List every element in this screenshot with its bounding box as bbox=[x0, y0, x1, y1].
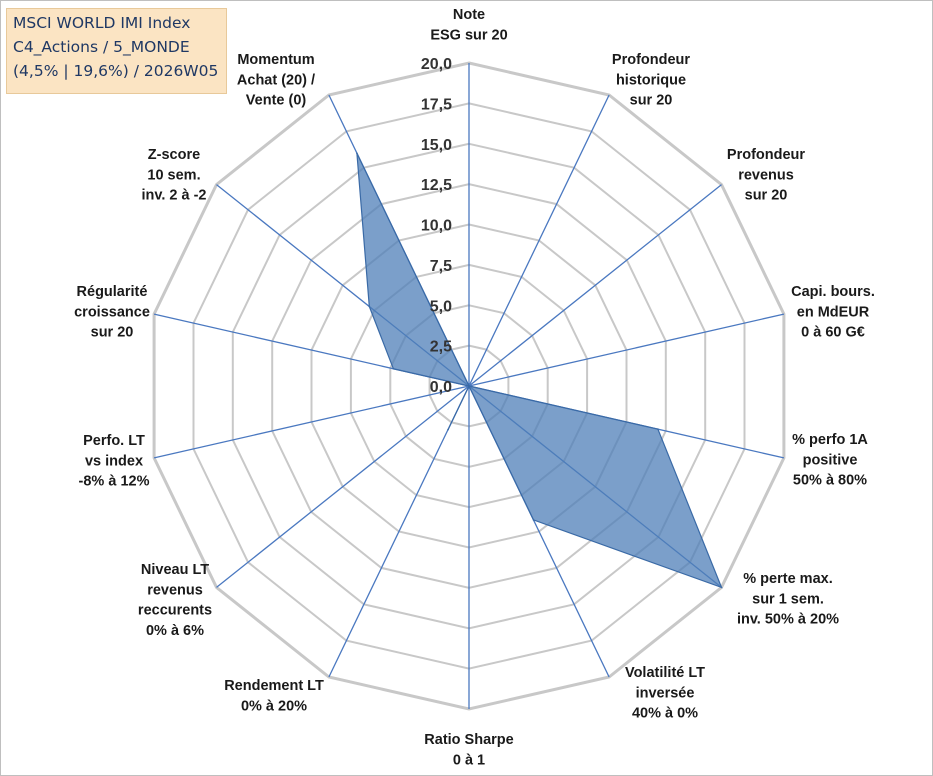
axis-label-13-line-0: Momentum bbox=[237, 52, 314, 68]
axis-label-6-line-1: inversée bbox=[636, 685, 695, 701]
series-point-13 bbox=[356, 152, 358, 154]
spoke-2 bbox=[468, 184, 722, 387]
series-point-11 bbox=[392, 368, 395, 370]
axis-label-10-line-1: vs index bbox=[85, 453, 143, 469]
axis-label-10: Perfo. LT vs index -8% à 12% bbox=[79, 433, 150, 490]
axis-label-9-line-1: revenus bbox=[147, 582, 203, 598]
axis-label-11-line-0: Régularité bbox=[77, 284, 148, 300]
tick-label-6: 15,0 bbox=[421, 137, 452, 154]
tick-label-1: 2,5 bbox=[430, 339, 452, 356]
radar-series bbox=[356, 152, 723, 589]
axis-label-5-line-2: inv. 50% à 20% bbox=[737, 612, 839, 628]
info-box-line-1: MSCI WORLD IMI Index bbox=[13, 14, 191, 32]
tick-label-2: 5,0 bbox=[430, 298, 452, 315]
index-info-box: MSCI WORLD IMI Index C4_Actions / 5_MOND… bbox=[6, 8, 227, 94]
axis-label-5: % perte max. sur 1 sem. inv. 50% à 20% bbox=[737, 571, 839, 628]
series-point-4 bbox=[657, 428, 659, 430]
axis-label-8-line-1: 0% à 20% bbox=[241, 698, 307, 714]
axis-label-12-line-0: Z-score bbox=[148, 147, 200, 163]
spoke-9 bbox=[216, 385, 470, 588]
axis-label-3-line-0: Capi. bours. bbox=[791, 284, 875, 300]
series-point-12 bbox=[368, 305, 371, 308]
series-point-8 bbox=[447, 428, 449, 431]
axis-label-8-line-0: Rendement LT bbox=[224, 678, 324, 694]
axis-label-9-line-2: reccurents bbox=[138, 603, 212, 619]
axis-label-2-line-0: Profondeur bbox=[727, 147, 805, 163]
tick-label-3: 7,5 bbox=[430, 258, 452, 275]
axis-label-9: Niveau LT revenus reccurents 0% à 6% bbox=[138, 562, 212, 639]
axis-label-2-line-1: revenus bbox=[738, 167, 794, 183]
spoke-3 bbox=[468, 313, 785, 387]
axis-label-4-line-0: % perfo 1A bbox=[792, 432, 868, 448]
axis-label-1-line-0: Profondeur bbox=[612, 52, 690, 68]
axis-label-0-line-1: ESG sur 20 bbox=[430, 27, 507, 43]
series-point-10 bbox=[468, 385, 470, 387]
axis-label-6-line-2: 40% à 0% bbox=[632, 706, 698, 722]
axis-label-4-line-2: 50% à 80% bbox=[793, 473, 867, 489]
axis-label-3-line-1: en MdEUR bbox=[797, 304, 870, 320]
axis-label-12-line-2: inv. 2 à -2 bbox=[141, 188, 206, 204]
axis-label-2-line-2: sur 20 bbox=[745, 188, 788, 204]
tick-label-5: 12,5 bbox=[421, 177, 452, 194]
radar-ticks: 0,0 2,5 5,0 7,5 10,0 12,5 15,0 17,5 20,0 bbox=[421, 56, 452, 396]
axis-label-1-line-1: historique bbox=[616, 72, 686, 88]
axis-label-12-line-1: 10 sem. bbox=[147, 167, 200, 183]
axis-label-3: Capi. bours. en MdEUR 0 à 60 G€ bbox=[791, 284, 875, 341]
axis-label-5-line-1: sur 1 sem. bbox=[752, 591, 824, 607]
axis-label-11-line-1: croissance bbox=[74, 304, 150, 320]
info-box-line-2: C4_Actions / 5_MONDE bbox=[13, 38, 190, 56]
axis-label-7: Ratio Sharpe 0 à 1 bbox=[424, 732, 513, 768]
axis-label-13-line-2: Vente (0) bbox=[246, 93, 307, 109]
axis-label-6: Volatilité LT inversée 40% à 0% bbox=[625, 665, 705, 722]
axis-label-3-line-2: 0 à 60 G€ bbox=[801, 325, 865, 341]
series-point-6 bbox=[532, 519, 535, 521]
axis-label-8: Rendement LT 0% à 20% bbox=[224, 678, 324, 714]
axis-label-13: Momentum Achat (20) / Vente (0) bbox=[237, 52, 315, 109]
axis-label-11: Régularité croissance sur 20 bbox=[74, 284, 150, 341]
spoke-1 bbox=[468, 94, 610, 387]
spoke-10 bbox=[153, 385, 470, 459]
tick-label-8: 20,0 bbox=[421, 56, 452, 73]
axis-label-13-line-1: Achat (20) / bbox=[237, 72, 315, 88]
radar-axis-labels: Note ESG sur 20 Profondeur historique sur 20… bbox=[74, 7, 875, 768]
axis-label-12: Z-score 10 sem. inv. 2 à -2 bbox=[141, 147, 206, 204]
spoke-8 bbox=[328, 385, 470, 678]
axis-label-4: % perfo 1A positive 50% à 80% bbox=[792, 432, 868, 489]
axis-label-11-line-2: sur 20 bbox=[91, 325, 134, 341]
info-box-line-3: (4,5% | 19,6%) / 2026W05 bbox=[13, 62, 219, 80]
series-point-5 bbox=[720, 586, 723, 589]
tick-label-0: 0,0 bbox=[430, 379, 452, 396]
axis-label-7-line-1: 0 à 1 bbox=[453, 752, 485, 768]
axis-label-6-line-0: Volatilité LT bbox=[625, 665, 705, 681]
axis-label-9-line-3: 0% à 6% bbox=[146, 623, 204, 639]
axis-label-7-line-0: Ratio Sharpe bbox=[424, 732, 513, 748]
axis-label-9-line-0: Niveau LT bbox=[141, 562, 209, 578]
axis-label-1-line-2: sur 20 bbox=[630, 93, 673, 109]
tick-label-7: 17,5 bbox=[421, 96, 452, 113]
axis-label-2: Profondeur revenus sur 20 bbox=[727, 147, 805, 204]
axis-label-4-line-1: positive bbox=[803, 452, 858, 468]
tick-label-4: 10,0 bbox=[421, 218, 452, 235]
axis-label-5-line-0: % perte max. bbox=[743, 571, 832, 587]
axis-label-0-line-0: Note bbox=[453, 7, 485, 23]
axis-label-10-line-2: -8% à 12% bbox=[79, 474, 150, 490]
axis-label-1: Profondeur historique sur 20 bbox=[612, 52, 690, 109]
axis-label-10-line-0: Perfo. LT bbox=[83, 433, 145, 449]
axis-label-0: Note ESG sur 20 bbox=[430, 7, 507, 43]
